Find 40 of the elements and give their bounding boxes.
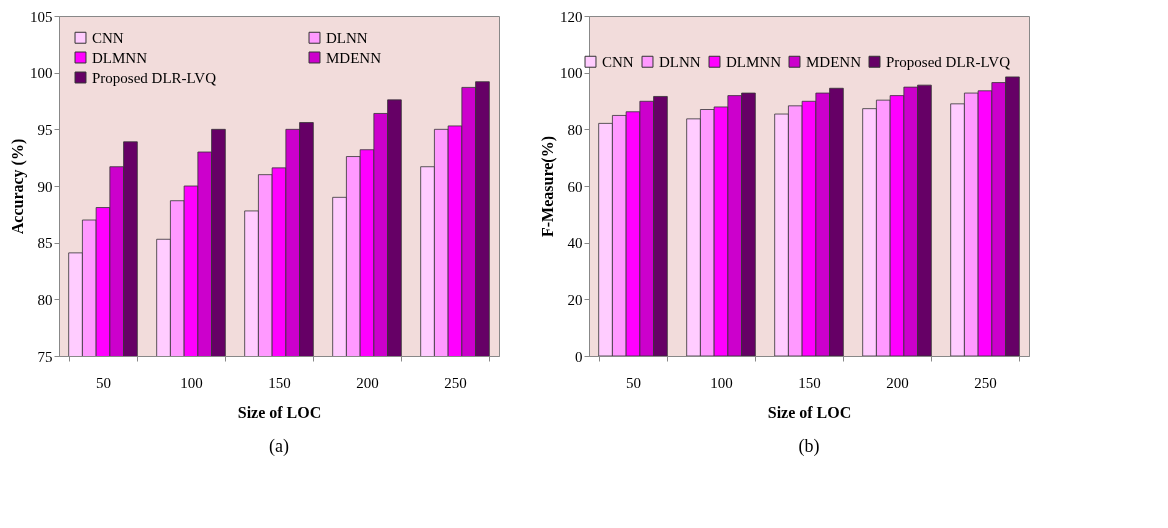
y-axis-title: F-Measure(%) [539,136,557,237]
x-tick-label: 100 [710,374,733,391]
x-tick-label: 150 [268,374,291,391]
x-tick-label: 250 [974,374,997,391]
x-tick-label: 200 [886,374,909,391]
y-tick-label: 85 [37,235,53,252]
legend-label: Proposed DLR-LVQ [92,69,217,86]
legend-label: CNN [92,29,124,46]
y-tick-label: 105 [30,8,53,25]
legend-label: MDENN [806,53,862,70]
y-tick-label: 0 [575,348,583,365]
y-tick-label: 80 [37,291,53,308]
x-tick-label: 50 [96,374,111,391]
legend-label: Proposed DLR-LVQ [886,53,1011,70]
x-tick-label: 200 [356,374,379,391]
y-tick-label: 90 [37,178,53,195]
legend-label: DLMNN [92,49,148,66]
x-tick-label: 100 [180,374,203,391]
x-axis-title: Size of LOC [767,403,852,421]
y-tick-label: 120 [560,8,583,25]
y-tick-label: 40 [567,235,583,252]
x-tick-label: 50 [626,374,641,391]
y-tick-label: 100 [30,65,53,82]
legend-label: CNN [602,53,634,70]
legend-label: MDENN [326,49,382,66]
x-tick-label: 250 [444,374,467,391]
y-tick-label: 75 [37,348,53,365]
text: (b) [798,436,820,457]
x-tick-label: 150 [798,374,821,391]
legend-label: DLNN [659,53,701,70]
y-tick-label: 60 [567,178,583,195]
y-tick-label: 100 [560,65,583,82]
x-axis-title: Size of LOC [237,403,322,421]
y-tick-label: 80 [567,121,583,138]
y-tick-label: 20 [567,291,583,308]
legend-label: DLMNN [726,53,782,70]
legend-label: DLNN [326,29,368,46]
text: (a) [269,436,289,457]
y-axis-title: Accuracy (%) [9,138,27,235]
y-tick-label: 95 [37,121,53,138]
